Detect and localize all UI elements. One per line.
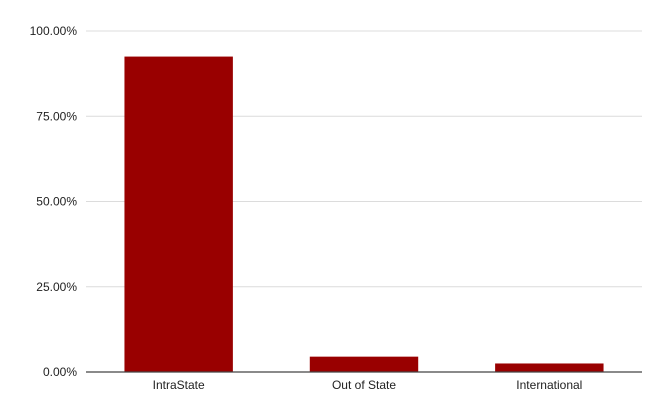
bars [124,56,604,372]
y-tick-label: 25.00% [36,280,77,294]
y-tick-label: 100.00% [30,24,78,38]
x-axis-tick-labels: IntraState Out of State International [153,378,583,392]
x-tick-label: International [516,378,582,392]
bar-international [495,363,604,372]
bar-intrastate [124,56,233,372]
x-tick-label: IntraState [153,378,205,392]
y-tick-label: 50.00% [36,195,77,209]
x-tick-label: Out of State [332,378,396,392]
y-tick-label: 75.00% [36,109,77,123]
y-axis-tick-labels: 0.00% 25.00% 50.00% 75.00% 100.00% [30,24,78,379]
bar-out-of-state [309,356,419,372]
y-tick-label: 0.00% [43,365,77,379]
